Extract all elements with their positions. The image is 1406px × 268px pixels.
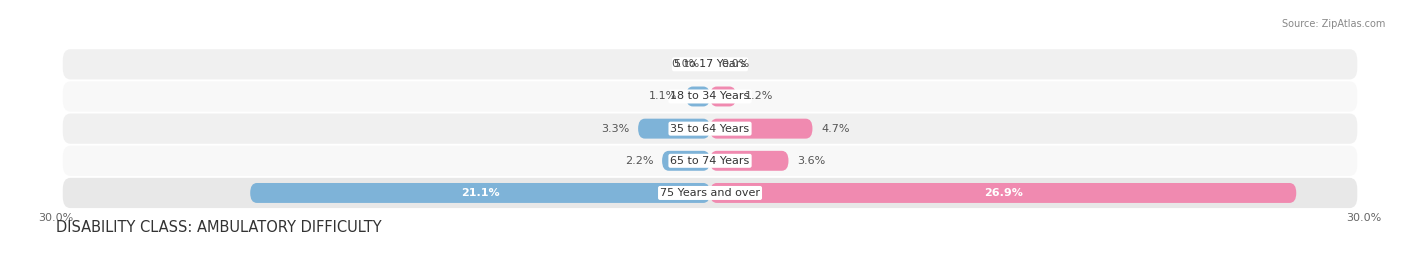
Text: 26.9%: 26.9%: [984, 188, 1022, 198]
FancyBboxPatch shape: [63, 81, 1357, 111]
Text: Source: ZipAtlas.com: Source: ZipAtlas.com: [1281, 19, 1385, 29]
Text: 18 to 34 Years: 18 to 34 Years: [671, 91, 749, 102]
Text: 3.6%: 3.6%: [797, 156, 825, 166]
Text: 5 to 17 Years: 5 to 17 Years: [673, 59, 747, 69]
Text: 35 to 64 Years: 35 to 64 Years: [671, 124, 749, 134]
FancyBboxPatch shape: [638, 119, 710, 139]
FancyBboxPatch shape: [63, 114, 1357, 144]
Text: 75 Years and over: 75 Years and over: [659, 188, 761, 198]
FancyBboxPatch shape: [710, 119, 813, 139]
Text: 3.3%: 3.3%: [602, 124, 630, 134]
Text: 1.1%: 1.1%: [650, 91, 678, 102]
Text: 0.0%: 0.0%: [671, 59, 699, 69]
FancyBboxPatch shape: [63, 146, 1357, 176]
Text: 0.0%: 0.0%: [721, 59, 749, 69]
Text: 2.2%: 2.2%: [624, 156, 654, 166]
Text: DISABILITY CLASS: AMBULATORY DIFFICULTY: DISABILITY CLASS: AMBULATORY DIFFICULTY: [56, 220, 382, 235]
FancyBboxPatch shape: [710, 87, 737, 106]
Text: 21.1%: 21.1%: [461, 188, 499, 198]
FancyBboxPatch shape: [662, 151, 710, 171]
FancyBboxPatch shape: [710, 183, 1296, 203]
FancyBboxPatch shape: [710, 151, 789, 171]
FancyBboxPatch shape: [63, 49, 1357, 79]
FancyBboxPatch shape: [250, 183, 710, 203]
Text: 4.7%: 4.7%: [821, 124, 849, 134]
FancyBboxPatch shape: [686, 87, 710, 106]
Text: 1.2%: 1.2%: [745, 91, 773, 102]
Text: 65 to 74 Years: 65 to 74 Years: [671, 156, 749, 166]
FancyBboxPatch shape: [63, 178, 1357, 208]
